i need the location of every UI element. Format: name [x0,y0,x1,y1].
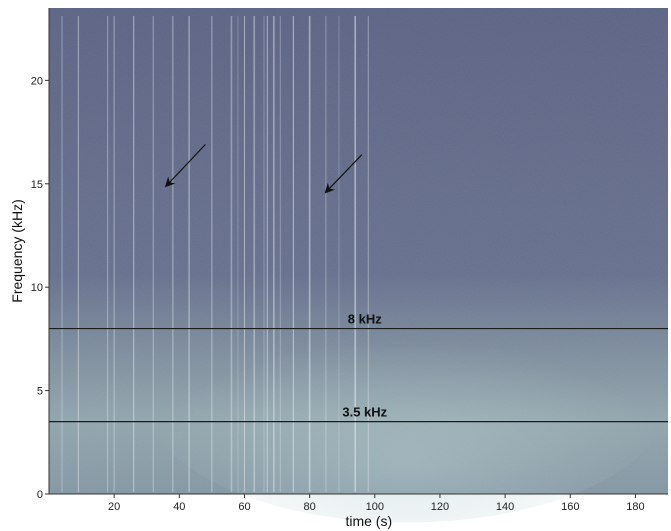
y-tick-label: 15 [31,179,43,191]
vertical-streaks [61,16,369,492]
x-tick-label: 180 [626,501,644,513]
x-tick-label: 100 [366,501,384,513]
annotation-arrow [164,144,206,188]
y-tick-label: 5 [37,386,43,398]
x-tick-label: 140 [496,501,514,513]
x-tick-label: 80 [304,501,316,513]
x-tick-label: 20 [108,501,120,513]
y-tick-label: 0 [37,489,43,501]
annotation-arrows [164,144,363,194]
y-axis-label: Frequency (kHz) [9,199,25,302]
reference-line-label: 8 kHz [348,312,382,327]
x-tick-label: 120 [431,501,449,513]
axes: 20 40 60 80 100 120 140 160 180 0 5 10 15 20 [31,8,668,513]
x-axis-label: time (s) [345,513,392,529]
x-tick-label: 60 [238,501,250,513]
reference-line-label: 3.5 kHz [342,405,387,420]
reference-lines: 8 kHz 3.5 kHz [49,312,668,423]
x-tick-label: 160 [561,501,579,513]
x-tick-label: 40 [173,501,185,513]
annotation-arrow [324,154,363,194]
spectrogram-image [49,8,668,523]
y-tick-label: 10 [31,282,43,294]
y-tick-label: 20 [31,75,43,87]
